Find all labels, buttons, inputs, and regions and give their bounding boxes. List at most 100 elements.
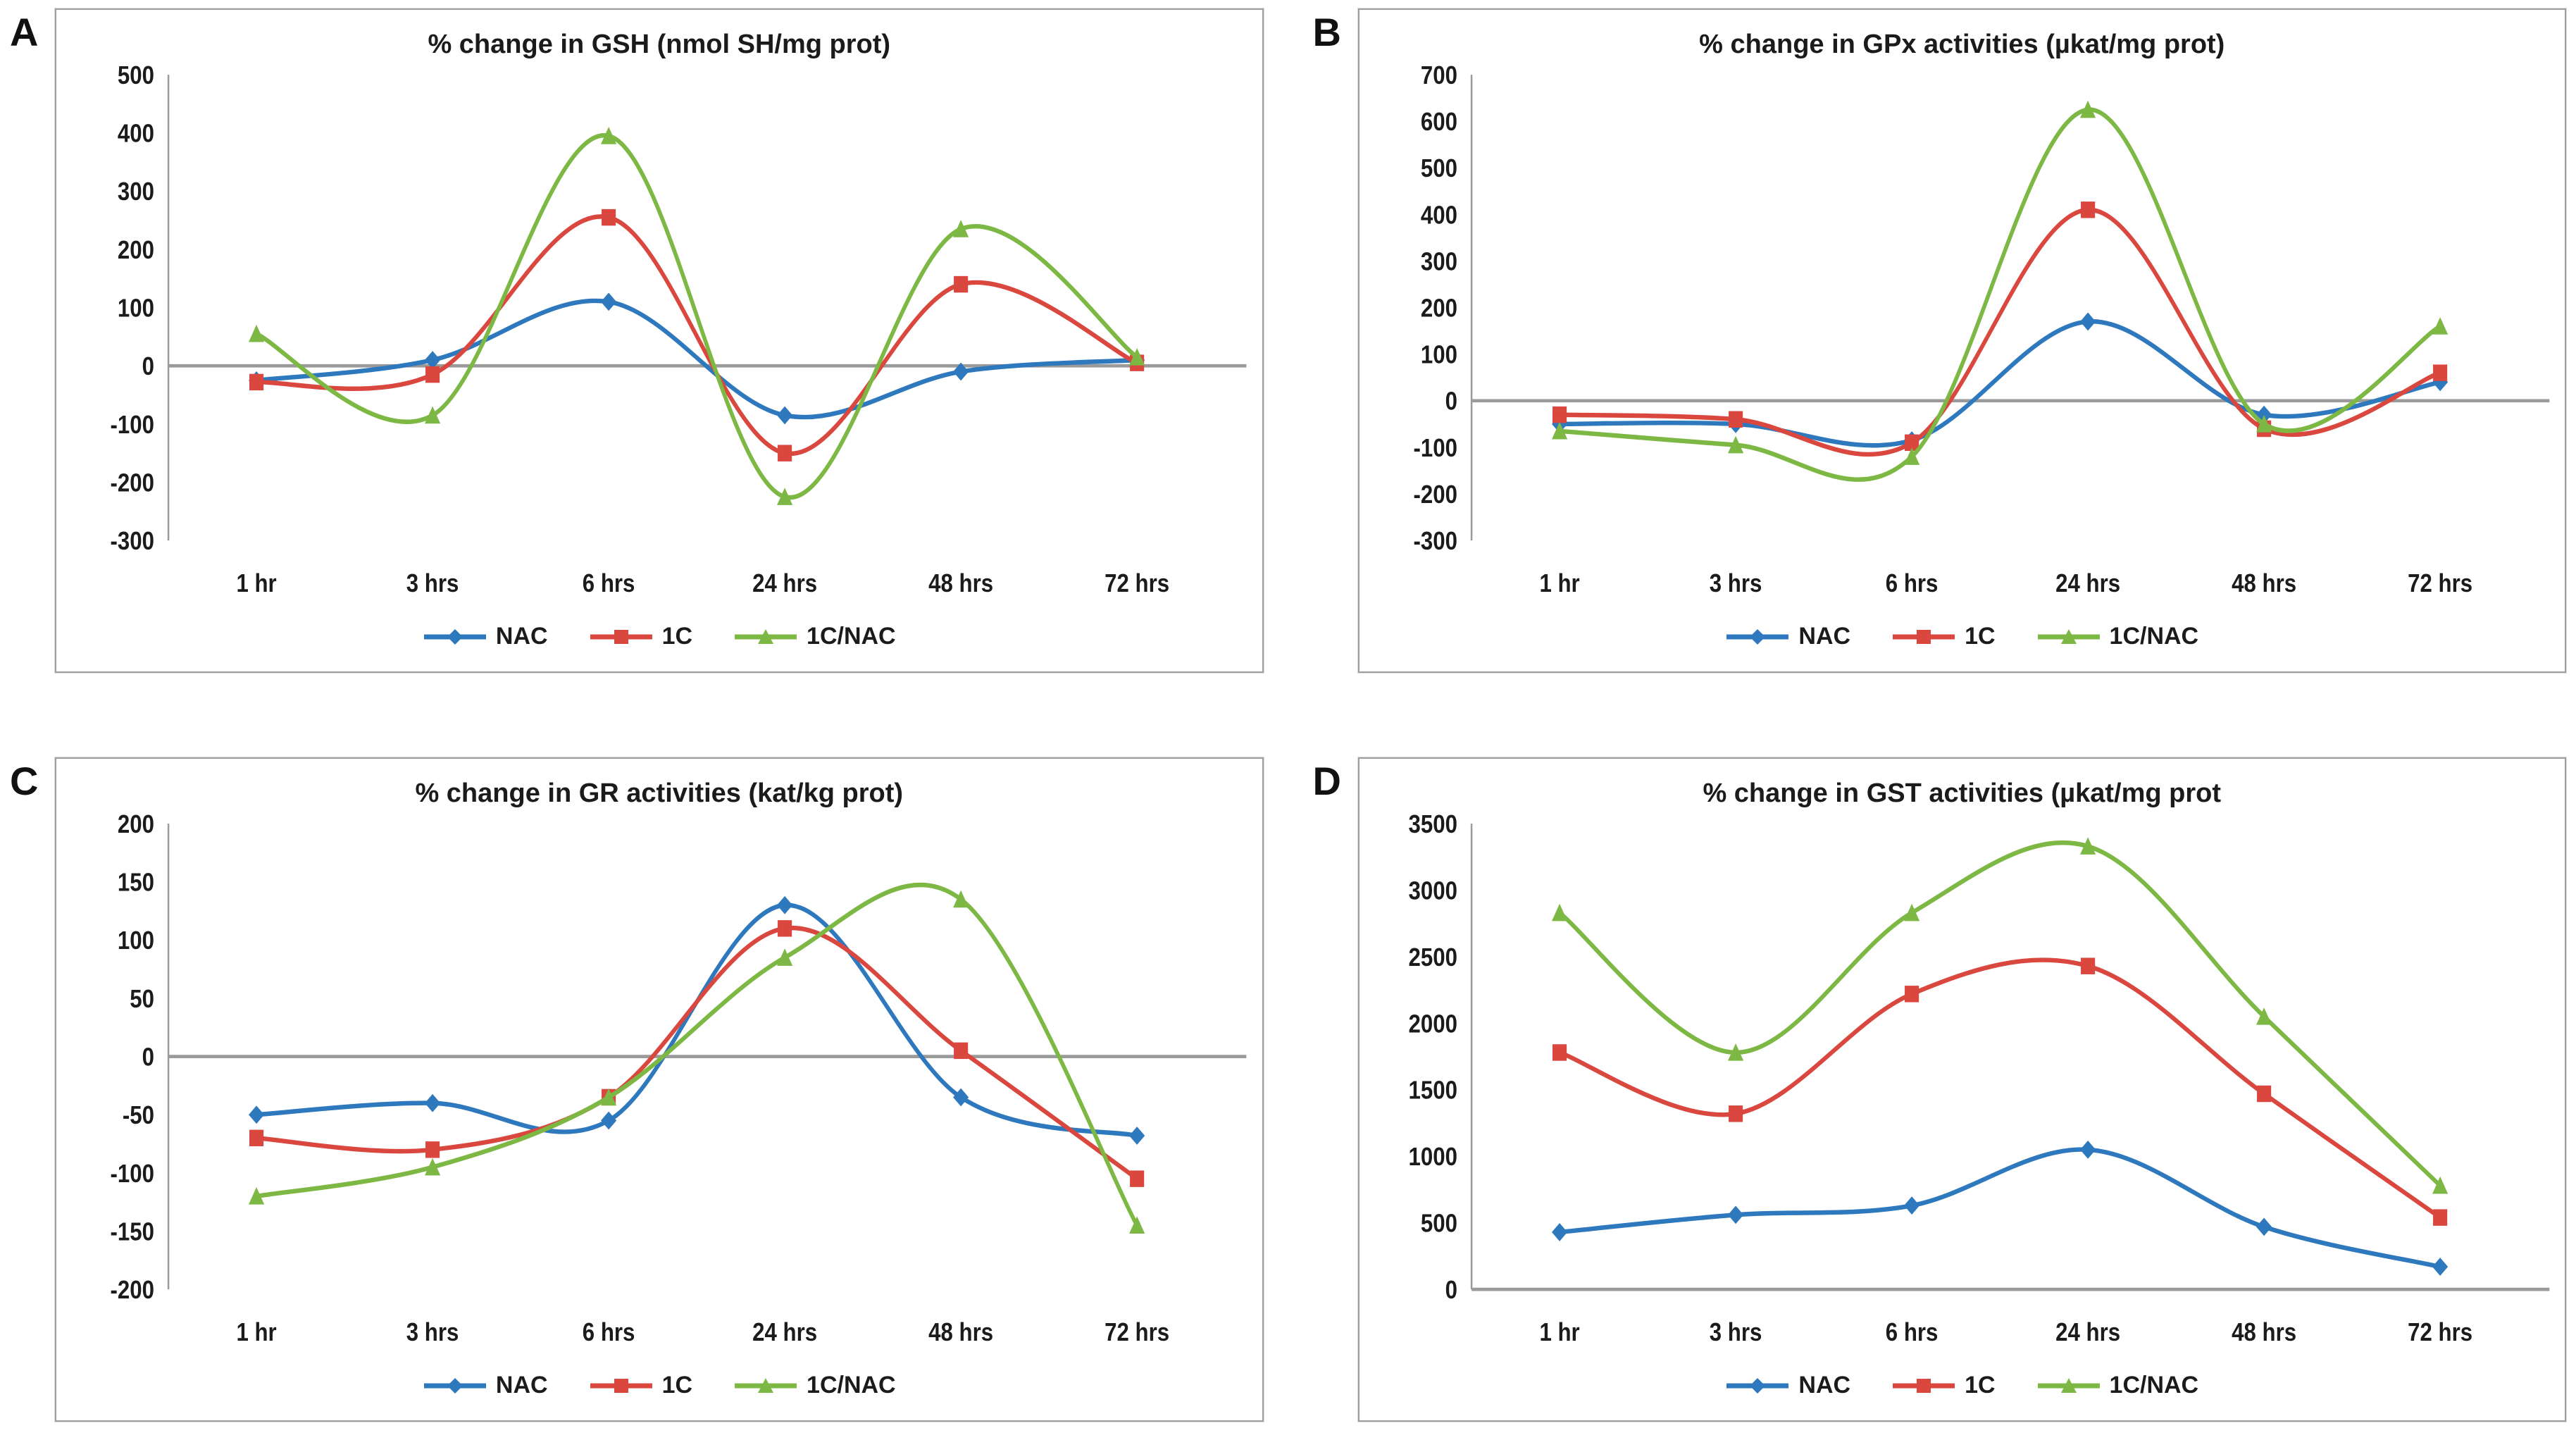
series-marker-1c-nac bbox=[601, 1088, 617, 1106]
panel-b-chart: 700 600 500 400 300 200 100 0 -100 -200 -300 1 hr 3 … bbox=[1413, 61, 2549, 598]
x-axis-label: 6 hrs bbox=[1885, 569, 1938, 598]
panel-d-legend: NAC 1C 1C/NAC bbox=[1359, 1370, 2565, 1420]
legend-marker-nac bbox=[447, 1377, 463, 1394]
series-marker-1c bbox=[425, 1141, 440, 1158]
panel-b: B % change in GPx activities (µkat/mg pr… bbox=[1312, 8, 2566, 673]
series-marker-1c bbox=[1130, 1170, 1145, 1187]
legend-label: 1C bbox=[1965, 623, 1996, 650]
x-axis-label: 72 hrs bbox=[2408, 1318, 2472, 1347]
series-marker-nac bbox=[2079, 312, 2096, 331]
legend-item-1c-nac: 1C/NAC bbox=[2036, 1372, 2199, 1399]
x-axis-label: 48 hrs bbox=[928, 1318, 993, 1347]
legend-glyph-1c bbox=[1893, 629, 1955, 644]
legend-marker-nac bbox=[1750, 1377, 1766, 1394]
y-axis-tick-label: -50 bbox=[123, 1101, 154, 1130]
y-axis-tick-label: 500 bbox=[1420, 154, 1457, 183]
panel-a-letter: A bbox=[10, 10, 39, 54]
series-marker-nac bbox=[2255, 1217, 2272, 1236]
x-axis-label: 24 hrs bbox=[2055, 1318, 2120, 1347]
series-curve-nac bbox=[1557, 319, 2442, 448]
series-curve-1c-nac bbox=[1557, 840, 2442, 1189]
series-marker-nac bbox=[1129, 1127, 1145, 1145]
legend-label: NAC bbox=[1798, 1372, 1851, 1398]
legend-label: 1C bbox=[661, 1372, 693, 1398]
legend-marker-1c-nac bbox=[758, 1377, 774, 1393]
series-marker-1c bbox=[425, 366, 440, 383]
y-axis-tick-label: 100 bbox=[118, 926, 154, 955]
y-axis-tick-label: 0 bbox=[1445, 387, 1457, 416]
series-marker-nac bbox=[1551, 1223, 1567, 1241]
series-curve-nac bbox=[1557, 1147, 2442, 1270]
legend-label: NAC bbox=[495, 623, 548, 650]
series-marker-1c-nac bbox=[1903, 903, 1919, 922]
series-marker-1c-nac bbox=[2079, 100, 2096, 118]
x-axis-label: 48 hrs bbox=[2232, 1318, 2296, 1347]
y-axis-tick-label: 150 bbox=[118, 868, 154, 897]
panel-c-legend: NAC 1C 1C/NAC bbox=[56, 1370, 1262, 1420]
legend-label: NAC bbox=[495, 1372, 548, 1398]
series-marker-1c bbox=[249, 373, 264, 391]
panel-b-legend: NAC 1C 1C/NAC bbox=[1359, 621, 2565, 671]
legend-label: 1C/NAC bbox=[807, 1372, 896, 1398]
series-marker-nac bbox=[601, 1111, 617, 1130]
series-marker-1c-nac bbox=[425, 1158, 441, 1176]
panel-b-title: % change in GPx activities (µkat/mg prot… bbox=[1699, 30, 2225, 59]
legend-marker-nac bbox=[1750, 628, 1766, 645]
y-axis-tick-label: 500 bbox=[118, 61, 154, 90]
y-axis-tick-label: 300 bbox=[118, 178, 154, 206]
legend-label: NAC bbox=[1798, 623, 1851, 650]
series-marker-1c bbox=[1552, 1044, 1567, 1061]
y-axis-tick-label: 50 bbox=[130, 985, 154, 1014]
panel-c-letter: C bbox=[10, 759, 39, 803]
series-marker-1c-nac bbox=[1551, 903, 1567, 922]
panel-b-letter: B bbox=[1312, 10, 1341, 54]
series-marker-1c bbox=[249, 1129, 264, 1147]
legend-glyph-1c-nac bbox=[735, 628, 797, 644]
series-marker-1c-nac bbox=[2432, 317, 2448, 335]
y-axis-tick-label: 0 bbox=[142, 1043, 154, 1072]
y-axis-tick-label: 2000 bbox=[1408, 1010, 1457, 1038]
panel-d-title: % change in GST activities (µkat/mg prot bbox=[1703, 778, 2222, 808]
legend-glyph-nac bbox=[423, 628, 486, 645]
panel-a-chart: 500 400 300 200 100 0 -100 -200 -300 1 hr 3 hrs 6 h… bbox=[110, 61, 1247, 598]
legend-marker-1c bbox=[614, 629, 628, 644]
series-marker-nac bbox=[2079, 1140, 2096, 1159]
legend-item-1c: 1C bbox=[589, 623, 692, 650]
series-marker-1c-nac bbox=[1551, 421, 1567, 440]
panel-c-frame: % change in GR activities (kat/kg prot) … bbox=[55, 757, 1264, 1422]
x-axis-label: 6 hrs bbox=[583, 569, 635, 598]
x-axis-label: 1 hr bbox=[1539, 569, 1579, 598]
legend-marker-1c-nac bbox=[2060, 1377, 2077, 1393]
panel-a-title: % change in GSH (nmol SH/mg prot) bbox=[428, 30, 891, 59]
series-marker-1c bbox=[2432, 364, 2447, 381]
legend-item-1c-nac: 1C/NAC bbox=[733, 1372, 896, 1399]
series-curve-1c-nac bbox=[254, 882, 1139, 1228]
series-marker-nac bbox=[953, 1088, 969, 1107]
y-axis-tick-label: 700 bbox=[1420, 61, 1457, 90]
series-curve-1c-nac bbox=[254, 133, 1139, 500]
legend-label: 1C/NAC bbox=[2109, 1372, 2199, 1398]
legend-glyph-1c-nac bbox=[2037, 628, 2100, 644]
panel-c: C % change in GR activities (kat/kg prot… bbox=[10, 757, 1264, 1422]
series-marker-1c-nac bbox=[1727, 435, 1743, 454]
legend-marker-1c bbox=[1917, 1378, 1931, 1393]
panel-d-frame: % change in GST activities (µkat/mg prot… bbox=[1357, 757, 2566, 1422]
series-marker-1c bbox=[2080, 201, 2095, 218]
series-marker-1c-nac bbox=[2079, 837, 2096, 855]
series-marker-1c bbox=[1728, 411, 1743, 428]
x-axis-label: 48 hrs bbox=[2232, 569, 2296, 598]
series-marker-1c bbox=[1904, 986, 1919, 1003]
series-curve-nac bbox=[254, 298, 1139, 420]
series-marker-1c bbox=[1904, 434, 1919, 452]
legend-marker-nac bbox=[447, 628, 463, 645]
legend-glyph-1c bbox=[590, 1378, 652, 1393]
legend-item-nac: NAC bbox=[1725, 1372, 1850, 1399]
series-marker-1c-nac bbox=[1129, 347, 1145, 366]
x-axis-label: 24 hrs bbox=[752, 569, 817, 598]
x-axis-label: 48 hrs bbox=[928, 569, 993, 598]
series-curve-nac bbox=[254, 902, 1139, 1139]
series-marker-1c-nac bbox=[2255, 1007, 2272, 1025]
series-curve-1c bbox=[1557, 957, 2442, 1220]
y-axis-tick-label: 400 bbox=[1420, 201, 1457, 230]
legend-glyph-nac bbox=[1726, 1377, 1789, 1394]
